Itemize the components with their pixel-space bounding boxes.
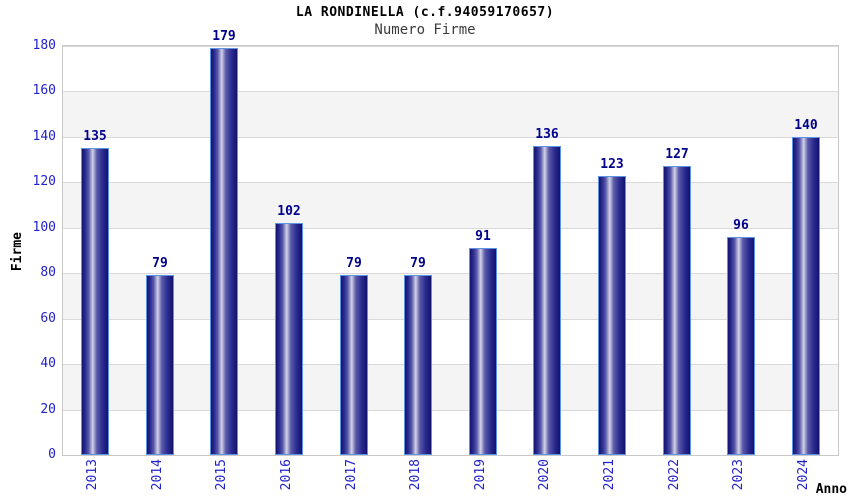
y-tick-label: 0 (48, 447, 56, 462)
y-tick-label: 120 (32, 174, 56, 189)
bar-value-label: 127 (665, 147, 689, 162)
bar-2021 (598, 176, 626, 455)
bar-value-label: 102 (277, 204, 301, 219)
y-tick-label: 80 (40, 265, 56, 280)
y-tick-label: 60 (40, 311, 56, 326)
y-tick-label: 100 (32, 220, 56, 235)
x-tick-label: 2019 (473, 459, 488, 491)
bar-2013 (81, 148, 109, 455)
gridline (63, 227, 838, 229)
bar-2023 (727, 237, 755, 455)
x-tick-label: 2020 (537, 459, 552, 491)
bar-value-label: 135 (83, 129, 107, 144)
bar-value-label: 136 (535, 127, 559, 142)
x-tick-label: 2023 (731, 459, 746, 491)
plot-area: 135 79 179 102 79 79 91 136 123 127 96 140 (62, 29, 839, 456)
bar-value-label: 179 (212, 29, 236, 44)
x-axis-ticks: 2013 2014 2015 2016 2017 2018 2019 2020 2021 2022… (62, 459, 839, 499)
bar-2024 (792, 137, 820, 455)
gridline (63, 136, 838, 138)
y-tick-label: 40 (40, 356, 56, 371)
gridline (63, 364, 838, 366)
x-tick-label: 2013 (85, 459, 100, 491)
bar-2014 (146, 275, 174, 455)
bar-2022 (663, 166, 691, 455)
bar-2017 (340, 275, 368, 455)
bar-value-label: 79 (410, 256, 426, 271)
gridline (63, 46, 838, 47)
bar-value-label: 140 (794, 118, 818, 133)
chart-subtitle: Numero Firme (374, 22, 476, 38)
gridline (63, 318, 838, 320)
x-tick-label: 2017 (344, 459, 359, 491)
gridline (63, 273, 838, 275)
chart-title: LA RONDINELLA (c.f.94059170657) (295, 5, 555, 20)
bar-value-label: 123 (600, 157, 624, 172)
bar-2020 (533, 146, 561, 455)
bar-2015 (210, 48, 238, 455)
x-axis-title: Anno (815, 482, 847, 497)
x-tick-label: 2016 (279, 459, 294, 491)
x-tick-label: 2018 (408, 459, 423, 491)
bar-value-label: 91 (475, 229, 491, 244)
bar-2016 (275, 223, 303, 455)
bar-2018 (404, 275, 432, 455)
gridline (63, 409, 838, 411)
y-axis-ticks: 0 20 40 60 80 100 120 140 160 180 (0, 38, 56, 462)
x-tick-label: 2022 (667, 459, 682, 491)
bar-value-label: 96 (733, 218, 749, 233)
x-tick-label: 2024 (796, 459, 811, 491)
y-tick-label: 160 (32, 83, 56, 98)
gridline (63, 182, 838, 184)
plot-shaded-band (63, 182, 838, 228)
bar-value-label: 79 (152, 256, 168, 271)
y-tick-label: 140 (32, 129, 56, 144)
y-tick-label: 180 (32, 38, 56, 53)
x-tick-label: 2021 (602, 459, 617, 491)
x-tick-label: 2015 (214, 459, 229, 491)
plot-shaded-band (63, 91, 838, 137)
x-tick-label: 2014 (150, 459, 165, 491)
y-tick-label: 20 (40, 402, 56, 417)
bar-value-label: 79 (346, 256, 362, 271)
plot-shaded-band (63, 364, 838, 410)
plot-shaded-band (63, 273, 838, 319)
bar-2019 (469, 248, 497, 455)
gridline (63, 91, 838, 93)
